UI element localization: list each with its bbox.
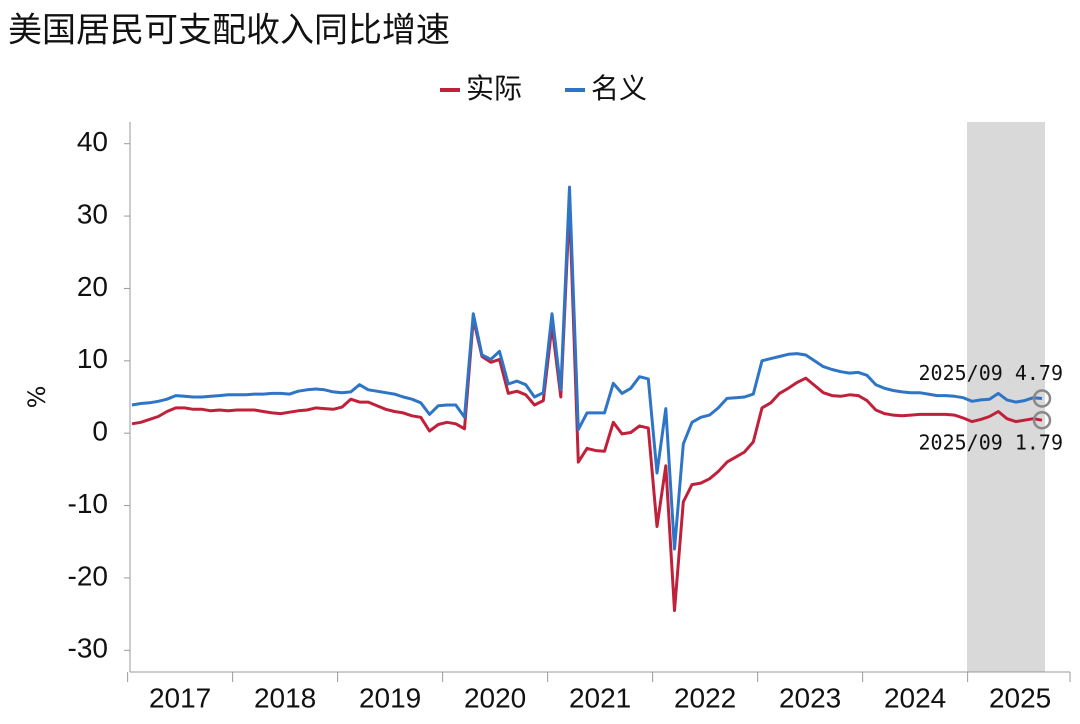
end-marker bbox=[1032, 389, 1052, 408]
chart-title: 美国居民可支配收入同比增速 bbox=[8, 11, 450, 51]
y-tick-label: 10 bbox=[77, 343, 108, 374]
y-tick-label: 20 bbox=[77, 271, 108, 302]
end-marker bbox=[1032, 410, 1052, 430]
x-tick-label: 2021 bbox=[569, 682, 631, 713]
x-tick-label: 2023 bbox=[779, 682, 841, 713]
y-tick-label: -20 bbox=[68, 560, 108, 591]
line-series bbox=[131, 185, 1043, 551]
x-tick-label: 2017 bbox=[149, 682, 211, 713]
y-tick-label: 0 bbox=[92, 416, 108, 447]
y-tick-label: 30 bbox=[77, 198, 108, 229]
x-tick-label: 2025 bbox=[989, 682, 1051, 713]
y-axis-label: % bbox=[23, 386, 51, 409]
x-tick-label: 2022 bbox=[674, 682, 736, 713]
x-tick-label: 2019 bbox=[359, 682, 421, 713]
line-series bbox=[131, 203, 1043, 612]
legend-label: 实际 bbox=[466, 72, 522, 105]
legend-label: 名义 bbox=[591, 72, 647, 105]
y-tick-label: -30 bbox=[68, 633, 108, 664]
x-tick-label: 2020 bbox=[464, 682, 526, 713]
x-tick-label: 2024 bbox=[884, 682, 946, 713]
annotation: 2025/09 4.79 bbox=[919, 361, 1064, 385]
y-tick-label: -10 bbox=[68, 488, 108, 519]
y-tick-label: 40 bbox=[77, 126, 108, 157]
annotation: 2025/09 1.79 bbox=[919, 431, 1064, 455]
x-tick-label: 2018 bbox=[254, 682, 316, 713]
